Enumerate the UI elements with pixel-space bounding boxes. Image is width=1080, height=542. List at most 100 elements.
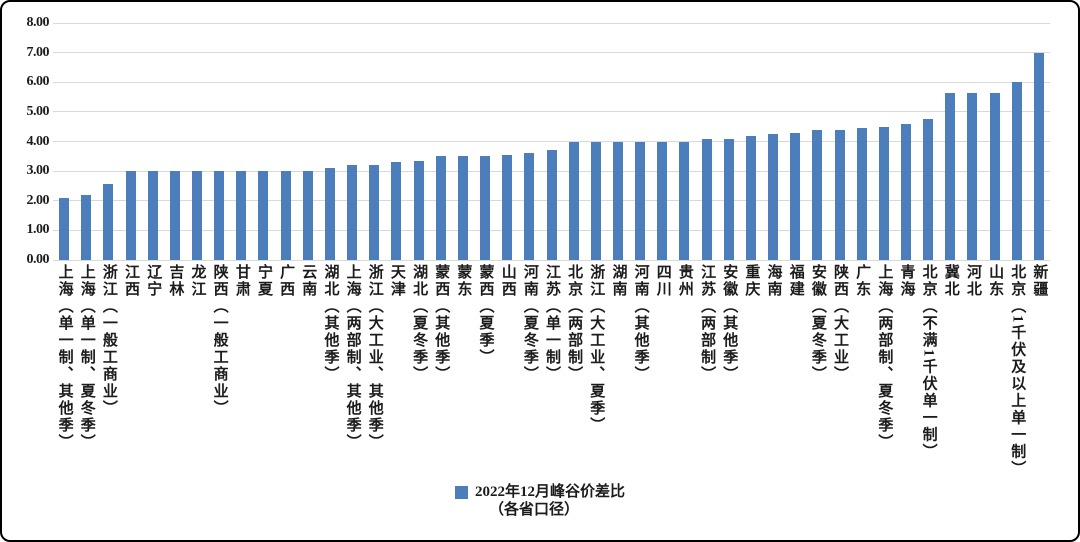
y-axis-tick-label: 7.00 (26, 44, 50, 60)
x-axis-category-label: 海南 (765, 264, 782, 298)
bar (1011, 82, 1022, 260)
x-axis-category-label: 重庆 (743, 264, 760, 298)
x-axis-category-label: 冀北 (942, 264, 959, 298)
bar (258, 171, 269, 260)
x-axis-category-label: 吉林 (167, 264, 184, 298)
x-axis-category-label: 北京（1千伏及以上单一制） (1009, 264, 1026, 478)
gridline (53, 22, 1050, 24)
x-axis-category-label: 福建 (787, 264, 804, 298)
x-axis-category-label: 龙江 (189, 264, 206, 298)
x-axis-category-label: 山东 (987, 264, 1004, 298)
bar (790, 132, 801, 260)
bar (635, 141, 646, 260)
x-axis-category-label: 上海（单一制、其他季） (56, 264, 73, 451)
bar (103, 184, 114, 260)
x-axis-category-label: 河南（其他季） (632, 264, 649, 383)
x-axis-category-label: 蒙西（其他季） (433, 264, 450, 383)
legend-series-marker (454, 486, 468, 499)
bar (369, 165, 380, 260)
bar (502, 154, 513, 260)
bar (657, 141, 668, 260)
bar (302, 171, 313, 260)
bar (391, 162, 402, 260)
bar (546, 150, 557, 260)
y-axis-tick-label: 3.00 (26, 163, 50, 179)
x-axis-category-label: 浙江（大工业、夏季） (588, 264, 605, 434)
x-axis-category-label: 陕西（大工业） (832, 264, 849, 383)
x-axis-category-label: 湖南 (610, 264, 627, 298)
x-axis-category-label: 湖北（其他季） (322, 264, 339, 383)
gridline (53, 52, 1050, 54)
bar (679, 141, 690, 260)
bar (324, 168, 335, 260)
x-axis-category-label: 安徽（夏冬季） (809, 264, 826, 383)
bar (723, 138, 734, 260)
bar (59, 197, 70, 260)
x-axis-category-label: 青海 (898, 264, 915, 298)
bar (280, 171, 291, 260)
x-axis-category-label: 云南 (300, 264, 317, 298)
y-axis-tick-label: 8.00 (26, 15, 50, 30)
x-axis-category-label: 浙江（一般工商业） (100, 264, 117, 417)
bar (125, 171, 136, 260)
x-axis-category-label: 上海（两部制、夏冬季） (876, 264, 893, 451)
x-axis-category-label: 北京（两部制） (566, 264, 583, 383)
x-axis-category-label: 辽宁 (145, 264, 162, 298)
gridline (53, 81, 1050, 83)
bar (347, 165, 358, 260)
gridline (53, 141, 1050, 142)
bar (81, 194, 92, 260)
y-axis-tick-label: 2.00 (26, 192, 50, 208)
x-axis-category-label: 山西 (499, 264, 516, 298)
gridline (53, 111, 1050, 113)
bar (480, 156, 491, 260)
x-axis-category-label: 河南（夏冬季） (521, 264, 538, 383)
x-axis-category-label: 上海（单一制、夏冬季） (78, 264, 95, 451)
x-axis-category-label: 河北 (964, 264, 981, 298)
bar (192, 171, 202, 260)
x-axis-category-label: 宁夏 (255, 264, 272, 298)
x-axis-category-label: 蒙东 (455, 264, 472, 298)
bar (768, 134, 779, 260)
legend: 2022年12月峰谷价差比 （各省口径） (2, 483, 1078, 519)
bar (590, 141, 601, 260)
bar (967, 92, 978, 260)
bar (745, 135, 756, 260)
x-axis-category-label: 甘肃 (233, 264, 250, 298)
bar (524, 153, 535, 260)
bar (169, 171, 180, 260)
x-axis-category-label: 蒙西（夏季） (477, 264, 494, 366)
legend-text: 2022年12月峰谷价差比 （各省口径） (475, 483, 625, 519)
legend-series-sublabel: （各省口径） (488, 502, 579, 518)
bar (1033, 52, 1044, 260)
x-axis-category-label: 广东 (854, 264, 871, 298)
bar (612, 141, 623, 260)
y-axis-tick-label: 6.00 (26, 74, 50, 90)
x-axis-category-label: 上海（两部制、其他季） (344, 264, 361, 451)
y-axis-tick-label: 4.00 (26, 133, 50, 149)
bar (923, 119, 934, 260)
bar (214, 171, 225, 260)
legend-series-label: 2022年12月峰谷价差比 (474, 484, 625, 500)
x-axis-category-label: 天津 (388, 264, 405, 298)
bar (236, 171, 247, 260)
bar (900, 123, 911, 260)
x-axis-category-label: 江苏（两部制） (699, 264, 716, 383)
y-axis-tick-label: 1.00 (26, 222, 50, 238)
bar (834, 129, 845, 260)
gridline (53, 259, 1050, 261)
bar (878, 126, 889, 260)
bar (457, 156, 468, 260)
x-axis-category-label: 安徽（其他季） (721, 264, 738, 383)
bar (413, 160, 424, 260)
x-axis-category-label: 新疆 (1031, 264, 1048, 298)
bar (856, 128, 867, 260)
bar (945, 92, 956, 260)
x-axis-category-label: 浙江（大工业、其他季） (366, 264, 383, 451)
bar (989, 92, 1000, 260)
y-axis-tick-label: 5.00 (26, 103, 50, 119)
bar (147, 171, 158, 260)
x-axis-category-label: 广西 (278, 264, 295, 298)
bar (701, 138, 712, 260)
